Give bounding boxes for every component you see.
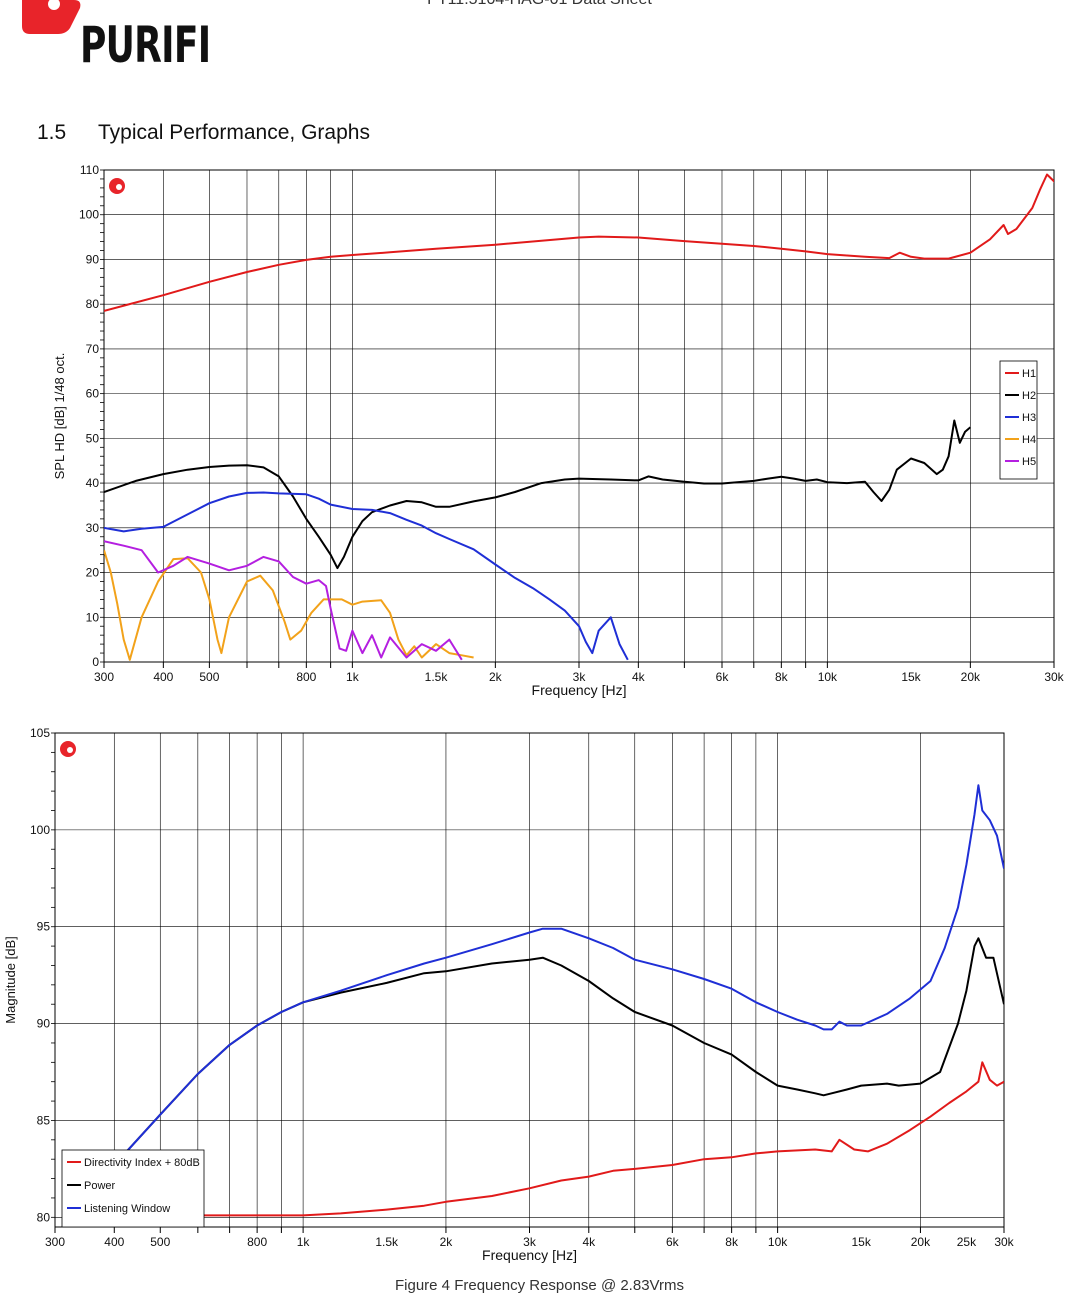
legend-label: H3 — [1022, 412, 1036, 424]
x-axis-label: Frequency [Hz] — [482, 1247, 577, 1263]
x-tick-label: 30k — [994, 1235, 1014, 1249]
y-tick-label: 0 — [92, 655, 99, 669]
purifi-logo: PURIFI — [18, 0, 211, 84]
section-number: 1.5 — [37, 121, 67, 144]
logo-wordmark: PURIFI — [80, 16, 211, 74]
x-tick-label: 25k — [957, 1235, 977, 1249]
series-line-directivity-index-80db — [179, 1061, 1004, 1217]
x-tick-label: 800 — [247, 1235, 267, 1249]
y-tick-label: 110 — [80, 163, 99, 177]
y-tick-label: 80 — [86, 297, 100, 311]
series-line-h5 — [104, 540, 463, 661]
y-tick-label: 100 — [30, 823, 50, 837]
x-tick-label: 3k — [573, 670, 587, 684]
legend-label: Listening Window — [84, 1203, 170, 1215]
x-tick-label: 1k — [297, 1235, 311, 1249]
x-tick-label: 8k — [775, 670, 789, 684]
x-tick-label: 8k — [725, 1235, 739, 1249]
y-tick-label: 105 — [30, 726, 50, 740]
x-tick-label: 1.5k — [425, 670, 449, 684]
section-heading: 1.5 Typical Performance, Graphs — [37, 121, 370, 145]
chart-logo-dot-icon — [116, 184, 122, 190]
x-tick-label: 10k — [768, 1235, 788, 1249]
legend-label: H2 — [1022, 390, 1036, 402]
y-tick-label: 90 — [86, 252, 100, 266]
x-tick-label: 300 — [94, 670, 114, 684]
x-tick-label: 20k — [961, 670, 981, 684]
y-tick-label: 85 — [37, 1113, 51, 1127]
legend-label: H1 — [1022, 368, 1036, 380]
x-tick-label: 500 — [199, 670, 219, 684]
chart-logo-dot-icon — [67, 747, 73, 753]
x-tick-label: 15k — [901, 670, 921, 684]
x-tick-label: 2k — [440, 1235, 454, 1249]
x-tick-label: 4k — [582, 1235, 596, 1249]
x-tick-label: 15k — [851, 1235, 871, 1249]
y-tick-label: 90 — [37, 1017, 51, 1031]
y-tick-label: 30 — [86, 521, 100, 535]
y-tick-label: 60 — [86, 387, 100, 401]
purifi-logo-icon — [22, 0, 81, 34]
series-line-h3 — [104, 491, 629, 661]
x-axis-label: Frequency [Hz] — [532, 682, 627, 698]
y-tick-label: 10 — [86, 610, 100, 624]
x-tick-label: 800 — [296, 670, 316, 684]
y-axis-label: SPL HD [dB] 1/48 oct. — [52, 353, 67, 480]
legend-label: H4 — [1022, 434, 1036, 446]
legend-label: Power — [84, 1180, 116, 1192]
x-tick-label: 2k — [489, 670, 503, 684]
x-tick-label: 1k — [346, 670, 360, 684]
x-tick-label: 400 — [153, 670, 173, 684]
header-title: PT11.5104-HAG-01 Data Sheet — [0, 0, 1079, 9]
figure-caption: Figure 4 Frequency Response @ 2.83Vrms — [395, 1277, 684, 1294]
x-tick-label: 30k — [1044, 670, 1064, 684]
y-tick-label: 40 — [86, 476, 100, 490]
series-line-h4 — [104, 549, 474, 661]
legend-label: Directivity Index + 80dB — [84, 1157, 200, 1169]
x-tick-label: 4k — [632, 670, 646, 684]
section-title: Typical Performance, Graphs — [98, 121, 370, 144]
x-tick-label: 20k — [911, 1235, 931, 1249]
y-tick-label: 20 — [86, 566, 100, 580]
frequency-response-chart: 300 400 500 800 1k 1.5k 2k 3k 4k 6k 8k 10k 15k 20k 25k… — [3, 726, 1015, 1263]
series-line-h2 — [104, 419, 972, 570]
y-tick-label: 80 — [37, 1210, 51, 1224]
x-tick-label: 3k — [523, 1235, 537, 1249]
series-line-h1 — [104, 173, 1054, 312]
x-tick-label: 6k — [716, 670, 730, 684]
x-tick-label: 1.5k — [375, 1235, 399, 1249]
y-tick-label: 50 — [86, 431, 100, 445]
x-tick-label: 400 — [104, 1235, 124, 1249]
series-line-listening-window — [61, 784, 1004, 1227]
y-tick-label: 100 — [79, 208, 99, 222]
x-tick-label: 10k — [818, 670, 838, 684]
legend-box — [61, 1149, 205, 1228]
x-tick-label: 6k — [666, 1235, 680, 1249]
y-axis-label: Magnitude [dB] — [3, 936, 18, 1023]
x-tick-label: 500 — [150, 1235, 170, 1249]
harmonic-distortion-chart: 300 400 500 800 1k 1.5k 2k 3k 4k 6k 8k 10k 15k 20k 30k… — [52, 163, 1065, 698]
x-tick-label: 300 — [45, 1235, 65, 1249]
y-tick-label: 95 — [37, 920, 51, 934]
legend-label: H5 — [1022, 456, 1036, 468]
legend-box — [999, 360, 1038, 480]
y-tick-label: 70 — [86, 342, 100, 356]
